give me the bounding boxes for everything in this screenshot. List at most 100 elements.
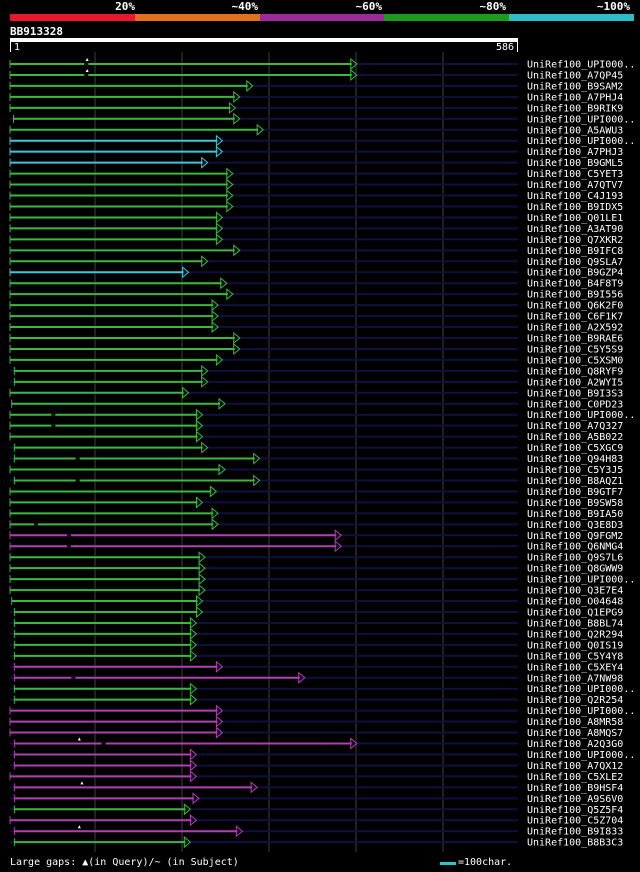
- hit-label[interactable]: UniRef100_B9HSF4: [527, 783, 623, 794]
- hit-row[interactable]: UniRef100_B9HSF4: [10, 781, 623, 794]
- hit-label[interactable]: UniRef100_C5Y3J5: [527, 465, 623, 476]
- hit-label[interactable]: UniRef100_O04648: [527, 597, 623, 608]
- hit-row[interactable]: UniRef100_A3AT90: [9, 222, 623, 235]
- hit-row[interactable]: UniRef100_B9I556: [9, 288, 623, 301]
- hit-label[interactable]: UniRef100_Q6NMG4: [527, 542, 623, 553]
- hit-label[interactable]: UniRef100_B4F8T9: [527, 279, 623, 290]
- hit-label[interactable]: UniRef100_B9IFC8: [527, 246, 623, 257]
- hit-label[interactable]: UniRef100_A8MQS7: [527, 728, 623, 739]
- hit-row[interactable]: UniRef100_B9GZP4: [9, 266, 623, 279]
- hit-label[interactable]: UniRef100_Q5Z5F4: [527, 805, 623, 816]
- hit-row[interactable]: UniRef100_B9SW58: [9, 496, 623, 509]
- hit-row[interactable]: UniRef100_C5YET3: [9, 167, 623, 181]
- hit-row[interactable]: UniRef100_Q9FGM2: [9, 529, 623, 542]
- hit-row[interactable]: UniRef100_C5Z704: [9, 814, 623, 827]
- hit-row[interactable]: UniRef100_A8MR58: [9, 715, 623, 729]
- hit-label[interactable]: UniRef100_UPI000..: [527, 410, 635, 421]
- hit-label[interactable]: UniRef100_B9GTF7: [527, 487, 623, 498]
- hit-label[interactable]: UniRef100_UPI000..: [527, 684, 635, 695]
- hit-label[interactable]: UniRef100_Q01LE1: [527, 213, 623, 224]
- hit-row[interactable]: UniRef100_B9I3S3: [9, 386, 623, 400]
- hit-row[interactable]: UniRef100_UPI000..: [10, 682, 635, 696]
- hit-row[interactable]: UniRef100_C5Y4Y8: [10, 649, 623, 663]
- hit-label[interactable]: UniRef100_C5XGC9: [527, 443, 623, 454]
- hit-label[interactable]: UniRef100_C5Z704: [527, 816, 623, 827]
- hit-row[interactable]: UniRef100_B9GTF7: [9, 485, 623, 498]
- hit-label[interactable]: UniRef100_A7Q327: [527, 421, 623, 432]
- hit-label[interactable]: UniRef100_B8BL74: [527, 618, 623, 629]
- hit-label[interactable]: UniRef100_A2X592: [527, 323, 623, 334]
- hit-label[interactable]: UniRef100_UPI000..: [527, 706, 635, 717]
- hit-row[interactable]: UniRef100_UPI000..: [10, 748, 635, 761]
- hit-row[interactable]: UniRef100_Q2R294: [10, 627, 623, 641]
- hit-label[interactable]: UniRef100_B9SW58: [527, 498, 623, 509]
- hit-row[interactable]: UniRef100_UPI000..: [9, 704, 635, 718]
- hit-row[interactable]: UniRef100_Q0IS19: [10, 638, 623, 652]
- hit-row[interactable]: UniRef100_Q5Z5F4: [10, 803, 623, 816]
- hit-label[interactable]: UniRef100_A7QTV7: [527, 180, 623, 191]
- hit-label[interactable]: UniRef100_B9I833: [527, 827, 623, 838]
- hit-label[interactable]: UniRef100_A7QX12: [527, 761, 623, 772]
- hit-label[interactable]: UniRef100_C5Y4Y8: [527, 651, 623, 662]
- hit-row[interactable]: UniRef100_C5XSM0: [9, 353, 623, 367]
- hit-label[interactable]: UniRef100_C6F1K7: [527, 312, 623, 323]
- hit-row[interactable]: UniRef100_Q2R254: [10, 693, 623, 707]
- hit-row[interactable]: UniRef100_A7QTV7: [9, 178, 623, 192]
- hit-label[interactable]: UniRef100_Q8GWW9: [527, 564, 623, 575]
- hit-row[interactable]: UniRef100_Q01LE1: [9, 211, 623, 224]
- hit-label[interactable]: UniRef100_Q2R294: [527, 629, 623, 640]
- hit-row[interactable]: UniRef100_A2X592: [9, 320, 623, 334]
- hit-row[interactable]: UniRef100_B9I833: [10, 825, 623, 838]
- hit-row[interactable]: UniRef100_Q6K2F0: [9, 299, 623, 312]
- hit-label[interactable]: UniRef100_Q9SLA7: [527, 257, 623, 268]
- hit-row[interactable]: UniRef100_A7PHJ4: [9, 90, 623, 104]
- hit-row[interactable]: UniRef100_UPI000..: [9, 573, 635, 586]
- hit-row[interactable]: UniRef100_Q9SLA7: [9, 255, 623, 268]
- hit-row[interactable]: UniRef100_B9IDX5: [9, 200, 623, 213]
- hit-row[interactable]: UniRef100_UPI000..: [9, 57, 635, 71]
- hit-label[interactable]: UniRef100_A7PHJ3: [527, 147, 623, 158]
- hit-row[interactable]: UniRef100_Q8GWW9: [9, 562, 623, 575]
- hit-label[interactable]: UniRef100_Q3E8D3: [527, 520, 623, 531]
- hit-row[interactable]: UniRef100_C5XEY4: [10, 660, 623, 674]
- hit-row[interactable]: UniRef100_B9IA50: [9, 507, 623, 520]
- hit-row[interactable]: UniRef100_B9IFC8: [9, 244, 623, 257]
- hit-row[interactable]: UniRef100_A2WYI5: [10, 375, 623, 389]
- hit-row[interactable]: UniRef100_Q6NMG4: [9, 540, 623, 553]
- hit-row[interactable]: UniRef100_A5AWU3: [9, 123, 623, 136]
- hit-row[interactable]: UniRef100_C4J193: [9, 189, 623, 203]
- hit-row[interactable]: UniRef100_B4F8T9: [9, 277, 623, 290]
- hit-row[interactable]: UniRef100_UPI000..: [10, 112, 635, 126]
- hit-row[interactable]: UniRef100_O04648: [10, 594, 623, 608]
- hit-label[interactable]: UniRef100_Q7XKR2: [527, 235, 623, 246]
- hit-row[interactable]: UniRef100_Q7XKR2: [9, 233, 623, 246]
- hit-row[interactable]: UniRef100_B8B3C3: [10, 836, 623, 849]
- hit-row[interactable]: UniRef100_A9S6V0: [10, 792, 623, 805]
- hit-label[interactable]: UniRef100_B9I3S3: [527, 388, 623, 399]
- hit-label[interactable]: UniRef100_C4J193: [527, 191, 623, 202]
- hit-label[interactable]: UniRef100_A8MR58: [527, 717, 623, 728]
- hit-row[interactable]: UniRef100_B9GML5: [9, 156, 623, 170]
- hit-label[interactable]: UniRef100_Q6K2F0: [527, 301, 623, 312]
- hit-label[interactable]: UniRef100_A9S6V0: [527, 794, 623, 805]
- hit-row[interactable]: UniRef100_B9RAE6: [9, 331, 623, 345]
- hit-row[interactable]: UniRef100_C0PD23: [10, 397, 623, 411]
- hit-label[interactable]: UniRef100_Q8RYF9: [527, 366, 623, 377]
- hit-row[interactable]: UniRef100_B9RIK9: [9, 101, 623, 115]
- hit-label[interactable]: UniRef100_Q94H83: [527, 454, 623, 465]
- hit-row[interactable]: UniRef100_A5B022: [9, 430, 623, 444]
- hit-label[interactable]: UniRef100_B9GML5: [527, 158, 623, 169]
- hit-label[interactable]: UniRef100_Q2R254: [527, 695, 623, 706]
- hit-row[interactable]: UniRef100_UPI000..: [9, 134, 635, 148]
- hit-row[interactable]: UniRef100_C6F1K7: [9, 310, 623, 323]
- hit-row[interactable]: UniRef100_C5Y5S9: [9, 342, 623, 356]
- hit-label[interactable]: UniRef100_UPI000..: [527, 750, 635, 761]
- hit-label[interactable]: UniRef100_C5XSM0: [527, 355, 623, 366]
- hit-label[interactable]: UniRef100_A5B022: [527, 432, 623, 443]
- hit-label[interactable]: UniRef100_Q3E7E4: [527, 586, 623, 597]
- hit-row[interactable]: UniRef100_Q9S7L6: [9, 551, 623, 564]
- hit-row[interactable]: UniRef100_A7PHJ3: [9, 145, 623, 159]
- hit-label[interactable]: UniRef100_A2Q3G0: [527, 739, 623, 750]
- hit-row[interactable]: UniRef100_A7QX12: [10, 759, 623, 772]
- hit-row[interactable]: UniRef100_UPI000..: [9, 408, 635, 422]
